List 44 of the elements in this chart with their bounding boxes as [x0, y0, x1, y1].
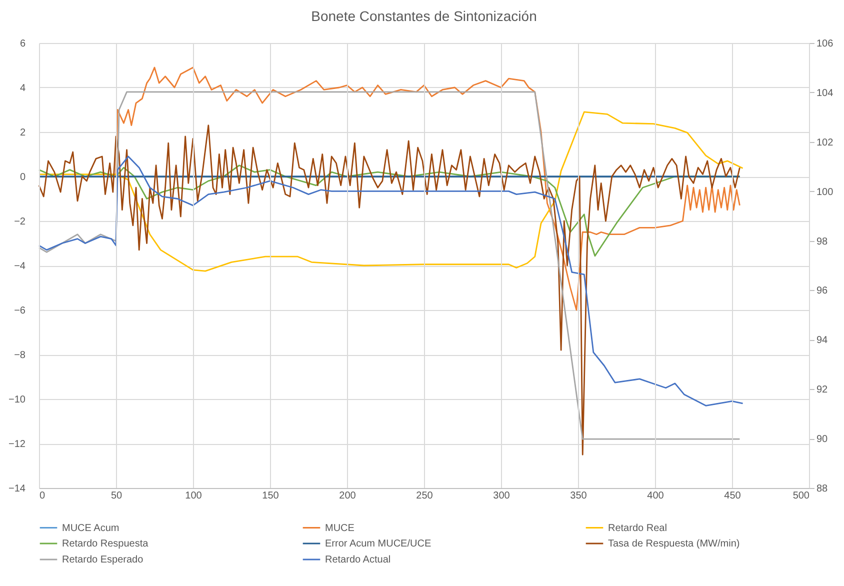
- y2-tick-label: 90: [816, 434, 828, 446]
- line-series: [38, 156, 744, 406]
- y2-tick-label: 92: [816, 384, 828, 396]
- x-tick-label: 350: [570, 490, 588, 502]
- y-tick-label: −10: [8, 394, 26, 406]
- legend-label: Error Acum MUCE/UCE: [325, 538, 432, 550]
- y-tick-label: 2: [20, 128, 26, 138]
- y2-tick-label: 88: [816, 484, 828, 494]
- y-tick-label: −2: [14, 216, 26, 228]
- line-series: [115, 66, 740, 311]
- x-tick-label: 500: [792, 490, 810, 502]
- line-series: [38, 111, 744, 272]
- y-tick-label: 0: [20, 172, 26, 183]
- y-tick-label: −12: [8, 439, 26, 450]
- legend-label: Tasa de Respuesta (MW/min): [608, 538, 740, 550]
- legend-label: Retardo Real: [608, 522, 667, 534]
- y2-tick-label: 106: [816, 38, 834, 50]
- x-tick-label: 200: [339, 490, 356, 502]
- legend-label: Retardo Actual: [325, 554, 391, 566]
- y2-tick-label: 98: [816, 236, 828, 248]
- y-tick-label: −14: [8, 484, 26, 494]
- y2-tick-label: 104: [816, 88, 834, 99]
- y2-tick-label: 102: [816, 137, 834, 148]
- legend-label: Retardo Esperado: [62, 554, 144, 566]
- y2-tick-label: 94: [816, 335, 828, 346]
- legend-label: MUCE Acum: [62, 522, 120, 534]
- x-tick-label: 100: [185, 490, 202, 502]
- x-tick-label: 0: [40, 490, 46, 502]
- y-tick-label: −4: [14, 261, 26, 272]
- x-tick-label: 150: [262, 490, 280, 502]
- y2-tick-label: 96: [816, 286, 828, 297]
- chart-title: Bonete Constantes de Sintonización: [311, 8, 537, 24]
- x-tick-label: 300: [493, 490, 510, 502]
- y2-tick-label: 100: [816, 186, 834, 198]
- x-tick-label: 50: [110, 490, 122, 502]
- y-tick-label: 4: [20, 83, 26, 94]
- x-tick-label: 250: [416, 490, 434, 502]
- y-tick-label: −6: [14, 306, 26, 316]
- legend-label: MUCE: [325, 522, 355, 534]
- y-tick-label: 6: [20, 38, 26, 50]
- y-tick-label: −8: [14, 350, 26, 361]
- x-tick-label: 450: [724, 490, 742, 502]
- legend-label: Retardo Respuesta: [62, 538, 149, 550]
- x-tick-label: 400: [647, 490, 664, 502]
